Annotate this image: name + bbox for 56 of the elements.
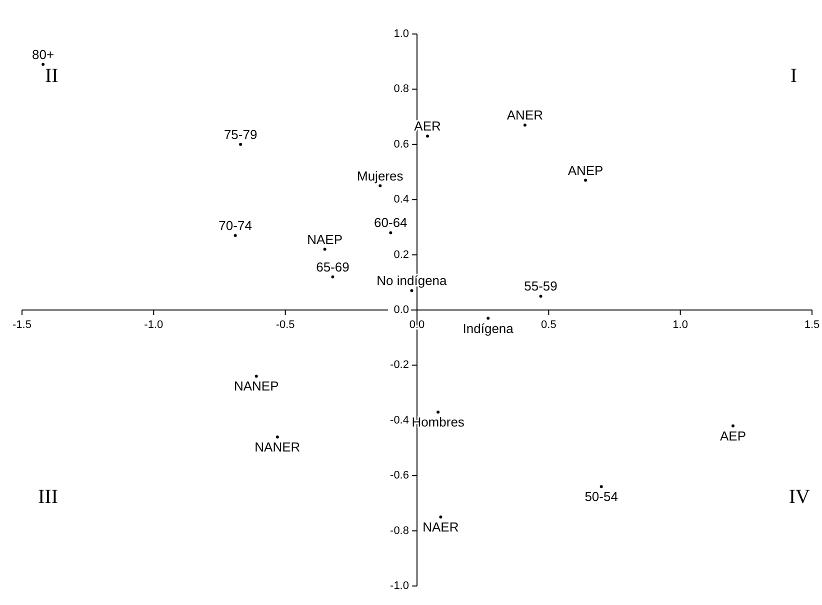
y-tick-label: 1.0 [394,28,409,40]
point [254,374,258,378]
series-label: ANER [506,108,544,123]
point [42,62,45,66]
series-label: NANER [254,439,300,454]
y-tick-label: -0.4 [390,414,409,426]
y-tick-label: 0.0 [394,304,409,316]
series-label: AEP [720,428,746,444]
point [426,134,430,138]
series-label: 50-54 [584,489,618,504]
point [539,294,542,298]
x-tick-label: -0.5 [276,319,295,331]
point [389,231,392,234]
point [276,435,279,438]
y-tick-label: -1.0 [390,580,409,592]
annotation: II [45,65,58,87]
series-label: Indígena [462,320,514,336]
x-tick-label: 1.0 [672,319,688,331]
series-label: 70-74 [218,218,252,233]
point [331,275,334,278]
y-tick-label: -0.6 [390,470,409,482]
y-tick-label: -0.2 [390,359,409,372]
series-label: 75-79 [224,126,258,142]
point [378,184,382,188]
point [584,178,588,182]
x-tick-label: 0.5 [541,319,556,331]
series-label: 65-69 [316,259,350,274]
annotation: I [790,65,797,87]
series-label: NANEP [234,378,279,394]
point [234,234,237,237]
point [436,410,440,414]
point [486,316,490,320]
series-label: 80+ [32,46,54,62]
y-tick-label: -0.8 [390,524,409,537]
point [732,424,734,428]
point [439,516,442,518]
point [523,124,526,127]
y-tick-label: 0.6 [394,138,409,150]
point [600,485,603,488]
y-tick-label: 0.8 [394,83,409,96]
series-label: 60-64 [374,215,408,230]
series-label: 55-59 [524,278,558,294]
y-tick-label: 0.2 [394,248,409,261]
annotation: III [38,486,58,508]
point [323,248,326,251]
point [239,142,242,146]
y-tick-label: 0.4 [394,194,409,206]
x-tick-label: 1.5 [804,319,820,331]
annotation: IV [788,486,811,508]
series-label: NAEP [307,232,343,247]
series-label: NAER [422,520,459,534]
series-label: ANEP [568,162,604,178]
x-tick-label: -1.0 [144,319,164,331]
series-label: Mujeres [357,168,404,184]
point [410,289,414,292]
x-tick-label: -1.5 [12,319,32,331]
